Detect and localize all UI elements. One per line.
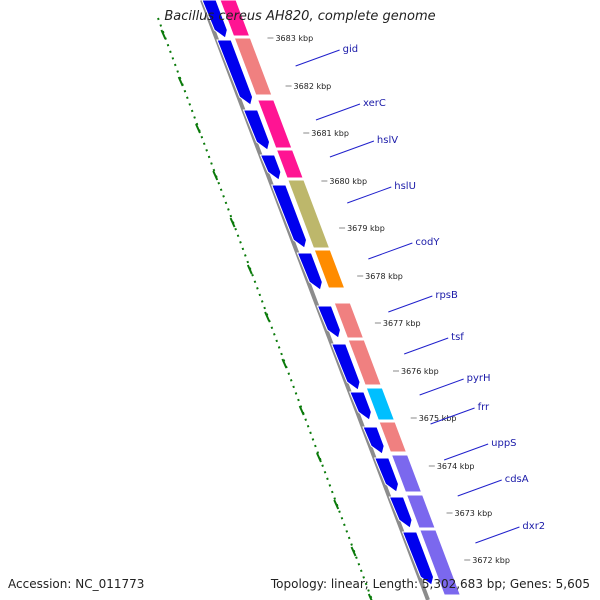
label-leader-line <box>388 295 433 313</box>
kbp-label: 3674 kbp <box>437 462 475 471</box>
ruler-major-tick <box>333 499 340 510</box>
label-leader-line <box>457 479 502 497</box>
label-leader-line <box>443 443 489 461</box>
gene-feature-blocks <box>219 0 462 596</box>
gene-feature-dxr2 <box>419 529 462 596</box>
gene-label-dxr2: dxr2 <box>522 521 545 532</box>
kbp-label: 3678 kbp <box>365 272 403 281</box>
gene-feature-uppS <box>390 454 423 493</box>
ruler-major-tick <box>264 311 271 322</box>
strand-arrow <box>201 0 228 39</box>
gene-feature-frr <box>378 421 408 453</box>
label-leader-line <box>419 378 464 396</box>
ruler-major-tick <box>367 593 373 600</box>
strand-arrow <box>388 496 413 529</box>
kbp-label: 3677 kbp <box>383 319 421 328</box>
label-leader-line <box>368 242 413 260</box>
ruler-major-tick <box>350 546 357 557</box>
kbp-label: 3673 kbp <box>455 509 493 518</box>
ruler-major-tick <box>246 264 253 275</box>
strand-arrow <box>330 343 361 391</box>
gene-feature-pyrH <box>365 387 396 421</box>
gene-label-gid: gid <box>343 44 358 55</box>
strand-arrow <box>242 109 271 151</box>
strand-arrow <box>259 154 282 181</box>
ruler-major-tick <box>177 76 184 87</box>
gene-label-frr: frr <box>478 402 490 413</box>
gene-label-hslV: hslV <box>377 135 398 146</box>
kbp-label: 3681 kbp <box>311 129 349 138</box>
gene-label-codY: codY <box>415 237 440 248</box>
gene-arrows-strand <box>201 0 435 586</box>
strand-arrow <box>373 457 399 493</box>
ruler-major-tick <box>160 29 167 40</box>
gene-label-cdsA: cdsA <box>505 474 529 485</box>
kbp-label: 3672 kbp <box>472 556 510 565</box>
label-leader-line <box>329 140 375 158</box>
gene-labels: gid xerC hslV hslU codY rpsB tsf pyrH frr uppS cds… <box>295 44 545 544</box>
ruler-major-tick <box>281 358 288 369</box>
gene-label-tsf: tsf <box>451 332 464 343</box>
ruler-major-tick <box>212 170 219 181</box>
strand-arrow <box>216 39 254 106</box>
strand-arrow <box>316 305 341 339</box>
gene-label-hslU: hslU <box>394 181 416 192</box>
gene-feature-codY <box>313 249 346 289</box>
gene-feature-tsf <box>347 339 382 386</box>
gene-label-uppS: uppS <box>491 438 516 449</box>
gene-feature-xerC <box>256 99 293 149</box>
ruler-major-tick <box>195 123 201 134</box>
genome-summary-text: Topology: linear; Length: 5,302,683 bp; … <box>270 577 590 591</box>
kbp-label: 3682 kbp <box>294 82 332 91</box>
gene-label-xerC: xerC <box>363 98 386 109</box>
map-title: Bacillus cereus AH820, complete genome <box>164 9 436 24</box>
kbp-label: 3676 kbp <box>401 367 439 376</box>
strand-arrow <box>296 252 323 291</box>
strand-arrow <box>362 426 385 455</box>
gene-feature-gid <box>233 37 273 96</box>
accession-text: Accession: NC_011773 <box>8 577 145 591</box>
ruler-major-tick <box>316 452 322 463</box>
gene-feature-hslV <box>275 149 304 179</box>
gene-feature-hslU <box>287 179 331 249</box>
strand-arrow <box>349 391 372 421</box>
ruler-major-tick <box>298 405 305 416</box>
label-leader-line <box>404 337 449 355</box>
gene-feature-partial <box>219 0 251 37</box>
gene-label-pyrH: pyrH <box>467 373 491 384</box>
kbp-scale-labels: 3683 kbp 3682 kbp 3681 kbp 3680 kbp 3679 kbp… <box>267 34 510 565</box>
ruler-major-tick <box>229 217 236 228</box>
label-leader-line <box>315 103 361 121</box>
kbp-label: 3675 kbp <box>419 414 457 423</box>
gene-feature-cdsA <box>405 494 436 529</box>
gene-feature-rpsB <box>333 302 365 339</box>
label-leader-line <box>430 407 475 425</box>
strand-arrow <box>271 184 308 249</box>
kbp-label: 3680 kbp <box>329 177 367 186</box>
gene-label-rpsB: rpsB <box>435 290 458 301</box>
scale-ruler <box>157 17 373 600</box>
kbp-label: 3679 kbp <box>347 224 385 233</box>
strand-arrow <box>401 531 435 586</box>
label-leader-line <box>475 526 520 544</box>
kbp-label: 3683 kbp <box>275 34 313 43</box>
label-leader-line <box>347 186 392 204</box>
label-leader-line <box>295 49 340 67</box>
